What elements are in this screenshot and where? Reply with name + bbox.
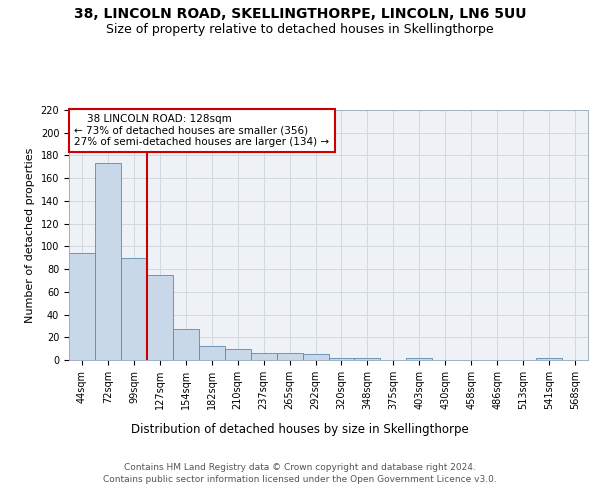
Bar [251, 353, 277, 360]
Bar [406, 358, 432, 360]
Bar [173, 330, 199, 360]
Bar [147, 275, 173, 360]
Text: Size of property relative to detached houses in Skellingthorpe: Size of property relative to detached ho… [106, 22, 494, 36]
Text: 38, LINCOLN ROAD, SKELLINGTHORPE, LINCOLN, LN6 5UU: 38, LINCOLN ROAD, SKELLINGTHORPE, LINCOL… [74, 8, 526, 22]
Bar [329, 358, 355, 360]
Bar [277, 353, 302, 360]
Text: 38 LINCOLN ROAD: 128sqm
← 73% of detached houses are smaller (356)
27% of semi-d: 38 LINCOLN ROAD: 128sqm ← 73% of detache… [74, 114, 329, 147]
Bar [355, 358, 380, 360]
Bar [302, 354, 329, 360]
Bar [225, 348, 251, 360]
Bar [121, 258, 147, 360]
Text: Contains HM Land Registry data © Crown copyright and database right 2024.
Contai: Contains HM Land Registry data © Crown c… [103, 462, 497, 484]
Bar [199, 346, 224, 360]
Y-axis label: Number of detached properties: Number of detached properties [25, 148, 35, 322]
Bar [95, 164, 121, 360]
Bar [69, 253, 95, 360]
Text: Distribution of detached houses by size in Skellingthorpe: Distribution of detached houses by size … [131, 422, 469, 436]
Bar [536, 358, 562, 360]
